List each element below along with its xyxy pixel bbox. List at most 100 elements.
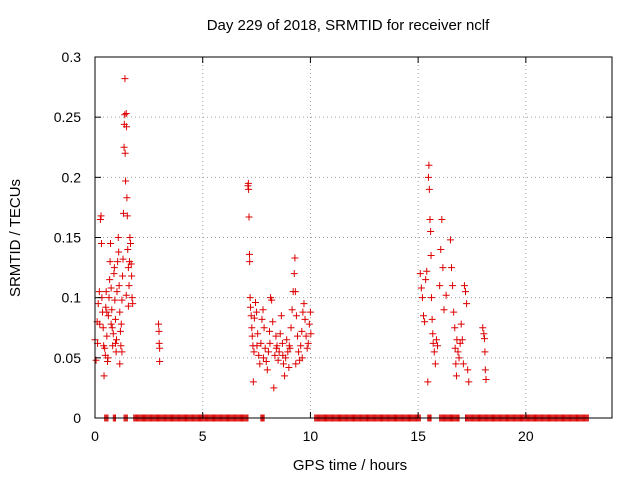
data-point [306, 308, 314, 316]
data-point [114, 258, 122, 266]
data-point [122, 177, 130, 185]
data-point [421, 318, 429, 326]
data-point [124, 302, 132, 310]
data-point [295, 348, 303, 356]
data-point [299, 308, 307, 316]
data-point [245, 250, 253, 258]
data-point [102, 288, 110, 296]
data-point [287, 324, 295, 332]
data-point [122, 291, 130, 299]
data-point [481, 366, 489, 374]
data-point [96, 320, 104, 328]
data-point [416, 270, 424, 278]
data-point [462, 288, 470, 296]
data-point [440, 306, 448, 314]
data-point [305, 320, 313, 328]
data-point [424, 378, 432, 386]
data-point [108, 324, 116, 332]
data-point [255, 351, 263, 359]
data-point [113, 336, 121, 344]
data-point [293, 332, 301, 340]
data-point [253, 308, 261, 316]
y-tick-label: 0.25 [54, 109, 81, 125]
data-point [259, 306, 267, 314]
data-point [301, 315, 309, 323]
data-point [288, 306, 296, 314]
data-point [118, 296, 126, 304]
data-point [303, 344, 311, 352]
data-point [482, 375, 490, 383]
data-point [455, 354, 463, 362]
data-point [116, 360, 124, 368]
data-point [115, 248, 123, 256]
data-point [115, 282, 123, 290]
data-point [116, 327, 124, 335]
data-point [298, 327, 306, 335]
data-point [291, 288, 299, 296]
y-tick-label: 0 [73, 410, 81, 426]
data-point [118, 348, 126, 356]
data-point [270, 384, 278, 392]
data-point [422, 276, 430, 284]
data-point [275, 348, 283, 356]
data-point [300, 300, 308, 308]
data-point [464, 366, 472, 374]
data-point [97, 212, 105, 220]
data-point [253, 342, 261, 350]
x-tick-label: 20 [518, 428, 534, 444]
data-point [125, 282, 133, 290]
data-point [246, 294, 254, 302]
data-point [439, 264, 447, 272]
data-point [99, 324, 107, 332]
grid-lines [95, 57, 612, 418]
data-point [292, 360, 300, 368]
data-point [418, 294, 426, 302]
data-point [264, 348, 272, 356]
data-point [283, 336, 291, 344]
data-point [103, 332, 111, 340]
data-point [155, 327, 163, 335]
data-point [479, 324, 487, 332]
data-point [121, 75, 129, 83]
data-point [279, 351, 287, 359]
data-point [124, 246, 132, 254]
data-point [106, 258, 114, 266]
data-point [119, 255, 127, 263]
data-point [454, 348, 462, 356]
data-point [427, 252, 435, 260]
data-point [284, 348, 292, 356]
data-point [128, 272, 136, 280]
data-point [458, 336, 466, 344]
data-point [449, 282, 457, 290]
data-point [247, 303, 255, 311]
data-point [263, 366, 271, 374]
data-point [427, 227, 435, 235]
data-point [258, 315, 266, 323]
data-point [429, 330, 437, 338]
data-point [271, 351, 279, 359]
data-point [423, 267, 431, 275]
data-point [107, 284, 115, 292]
data-point [438, 215, 446, 223]
data-point [245, 213, 253, 221]
data-point [244, 179, 252, 187]
data-point [111, 296, 119, 304]
data-point [251, 298, 259, 306]
data-point [457, 320, 465, 328]
data-point [276, 330, 284, 338]
data-point [108, 306, 116, 314]
x-axis-label: GPS time / hours [293, 457, 407, 474]
data-point [278, 339, 286, 347]
data-point [250, 348, 258, 356]
data-point [106, 276, 114, 284]
data-point [124, 264, 132, 272]
data-point [104, 354, 112, 362]
data-points [91, 75, 592, 422]
data-point [259, 354, 267, 362]
data-point [156, 344, 164, 352]
data-point [116, 308, 124, 316]
data-point [122, 123, 130, 131]
data-point [269, 318, 277, 326]
data-point [427, 294, 435, 302]
